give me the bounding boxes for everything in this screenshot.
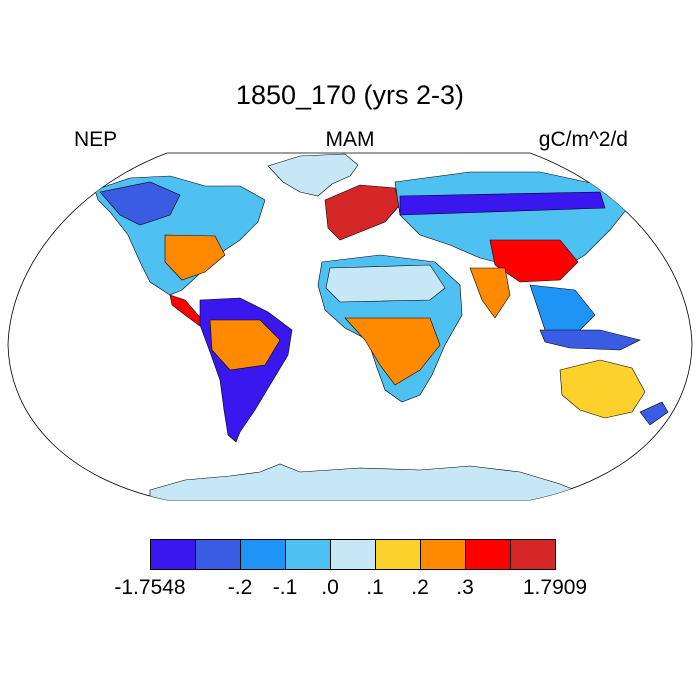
colorbar-box xyxy=(330,539,376,570)
se-asia xyxy=(529,284,596,336)
colorbar-box xyxy=(375,539,421,570)
colorbar-box xyxy=(150,539,196,570)
colorbar xyxy=(150,539,556,570)
colorbar-label: -.1 xyxy=(272,576,298,599)
india xyxy=(469,267,511,319)
siberia-band xyxy=(399,191,606,216)
units-label: gC/m^2/d xyxy=(538,128,628,151)
canada-west xyxy=(99,181,181,226)
colorbar-label: .1 xyxy=(366,576,384,599)
colorbar-box xyxy=(465,539,511,570)
season-label: MAM xyxy=(325,128,375,151)
land-layer xyxy=(94,171,669,443)
colorbar-box xyxy=(510,539,556,570)
europe xyxy=(324,184,401,241)
amazon xyxy=(209,319,281,371)
colorbar-label: .2 xyxy=(411,576,429,599)
ice-layer xyxy=(149,153,581,500)
colorbar-box xyxy=(195,539,241,570)
colorbar-box xyxy=(240,539,286,570)
new-zealand xyxy=(639,401,669,426)
us-east xyxy=(164,234,226,281)
greenland xyxy=(267,153,359,197)
colorbar-label: 1.7909 xyxy=(522,576,588,599)
colorbar-box xyxy=(420,539,466,570)
map-title: 1850_170 (yrs 2-3) xyxy=(235,80,465,110)
china xyxy=(489,239,579,283)
colorbar-box xyxy=(285,539,331,570)
colorbar-label: .3 xyxy=(456,576,474,599)
indonesia xyxy=(539,329,641,351)
central-africa xyxy=(344,317,441,386)
sahara xyxy=(325,264,446,303)
variable-label: NEP xyxy=(74,128,118,151)
australia xyxy=(559,359,646,419)
colorbar-label: .0 xyxy=(321,576,339,599)
colorbar-label: -.2 xyxy=(227,576,253,599)
colorbar-label: -1.7548 xyxy=(114,576,186,599)
